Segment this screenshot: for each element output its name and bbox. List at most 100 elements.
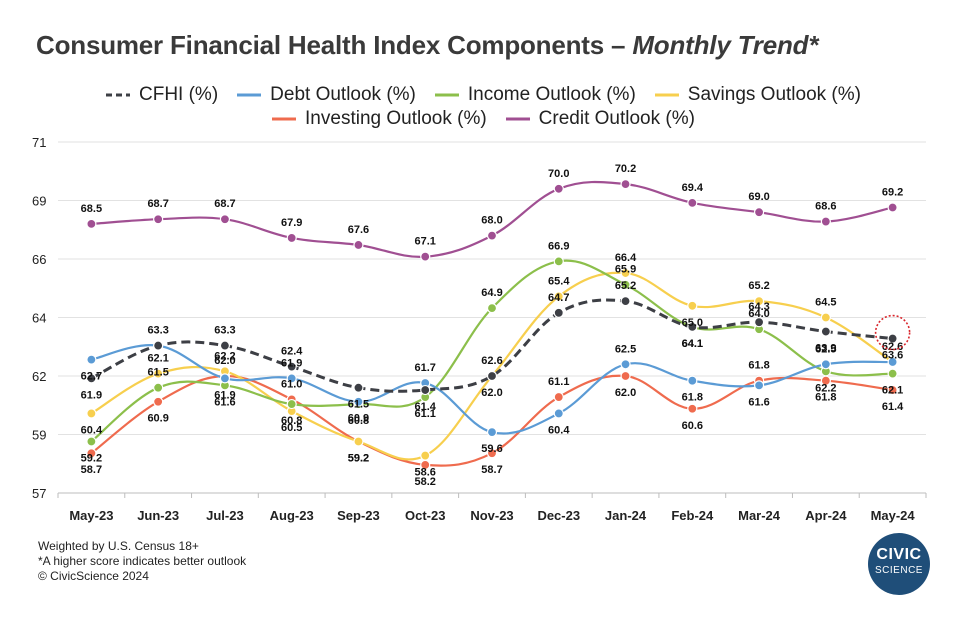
data-label-income-outlook: 62.2 bbox=[815, 382, 836, 394]
data-label-cfhi: 63.3 bbox=[214, 325, 235, 337]
legend-swatch bbox=[272, 117, 297, 121]
data-label-credit-outlook: 68.5 bbox=[81, 203, 102, 215]
y-tick-label: 59 bbox=[32, 428, 46, 443]
legend-item-income-outlook: Income Outlook (%) bbox=[434, 84, 636, 106]
x-tick-label: Feb-24 bbox=[671, 508, 714, 523]
data-label-savings-outlook: 66.4 bbox=[615, 252, 637, 264]
data-point-cfhi bbox=[286, 361, 297, 372]
y-tick-label: 64 bbox=[32, 311, 46, 326]
data-label-cfhi: 62.4 bbox=[281, 346, 303, 358]
legend-swatch bbox=[505, 117, 530, 121]
data-point-investing-outlook bbox=[153, 396, 164, 407]
data-point-debt-outlook bbox=[286, 373, 297, 384]
data-label-credit-outlook: 69.0 bbox=[748, 191, 769, 203]
data-point-credit-outlook bbox=[153, 214, 164, 225]
data-point-savings-outlook bbox=[687, 300, 698, 311]
data-point-debt-outlook bbox=[820, 359, 831, 370]
data-point-income-outlook bbox=[553, 256, 564, 267]
data-label-savings-outlook: 64.5 bbox=[815, 297, 836, 309]
data-point-savings-outlook bbox=[86, 408, 97, 419]
data-point-credit-outlook bbox=[486, 230, 498, 241]
data-label-debt-outlook: 61.8 bbox=[682, 392, 703, 404]
legend-label: Debt Outlook (%) bbox=[270, 84, 416, 105]
legend-item-savings-outlook: Savings Outlook (%) bbox=[654, 84, 861, 106]
data-point-savings-outlook bbox=[820, 312, 831, 323]
data-label-debt-outlook: 62.5 bbox=[615, 343, 636, 355]
footnote-score: *A higher score indicates better outlook bbox=[38, 554, 247, 568]
data-label-income-outlook: 64.9 bbox=[481, 287, 502, 299]
data-point-credit-outlook bbox=[286, 232, 297, 244]
data-point-income-outlook bbox=[153, 382, 164, 393]
legend-row-2: Investing Outlook (%) Credit Outlook (%) bbox=[0, 108, 966, 130]
x-tick-label: May-23 bbox=[69, 508, 113, 523]
data-label-debt-outlook: 61.9 bbox=[281, 357, 302, 369]
data-label-investing-outlook: 62.0 bbox=[615, 387, 636, 399]
data-label-income-outlook: 64.0 bbox=[748, 308, 769, 320]
data-point-debt-outlook bbox=[687, 375, 698, 386]
data-label-income-outlook: 66.9 bbox=[548, 240, 569, 252]
data-labels: 61.9 63.3 63.3 62.4 61.5 61.4 62.0 64.7 65.2 64.1… bbox=[81, 163, 905, 488]
data-point-investing-outlook bbox=[620, 370, 631, 382]
legend-item-debt-outlook: Debt Outlook (%) bbox=[236, 84, 416, 106]
data-label-savings-outlook: 62.2 bbox=[214, 350, 235, 362]
data-label-investing-outlook: 58.2 bbox=[415, 476, 436, 488]
data-point-investing-outlook bbox=[486, 448, 498, 459]
legend-label: Credit Outlook (%) bbox=[538, 108, 695, 129]
data-label-debt-outlook: 60.4 bbox=[548, 424, 570, 436]
data-point-debt-outlook bbox=[486, 427, 498, 438]
data-label-investing-outlook: 58.7 bbox=[81, 464, 102, 476]
legend-label: Investing Outlook (%) bbox=[305, 108, 487, 129]
series-cfhi bbox=[86, 296, 898, 396]
legend-swatch bbox=[106, 93, 130, 97]
legend-item-investing-outlook: Investing Outlook (%) bbox=[271, 108, 487, 130]
data-label-savings-outlook: 62.1 bbox=[147, 353, 168, 365]
data-label-cfhi: 61.4 bbox=[415, 401, 437, 413]
data-point-savings-outlook bbox=[553, 291, 564, 302]
data-label-credit-outlook: 68.7 bbox=[214, 198, 235, 210]
legend-item-cfhi: CFHI (%) bbox=[105, 84, 218, 106]
data-label-investing-outlook: 61.0 bbox=[281, 378, 302, 390]
data-point-investing-outlook bbox=[553, 391, 564, 403]
data-label-credit-outlook: 70.2 bbox=[615, 163, 636, 175]
y-tick-label: 71 bbox=[32, 135, 46, 150]
chart-title-main: Consumer Financial Health Index Componen… bbox=[36, 30, 633, 60]
data-label-debt-outlook: 61.9 bbox=[214, 389, 235, 401]
data-point-investing-outlook bbox=[687, 403, 698, 414]
data-label-investing-outlook: 60.9 bbox=[147, 413, 168, 425]
latest-value-highlight bbox=[874, 314, 911, 351]
data-label-income-outlook: 61.1 bbox=[415, 408, 436, 420]
data-point-cfhi bbox=[887, 333, 898, 344]
civicscience-logo: CIVIC SCIENCE bbox=[868, 533, 930, 595]
data-point-savings-outlook bbox=[420, 450, 431, 461]
data-label-debt-outlook: 60.9 bbox=[348, 413, 369, 425]
footnote-weighting: Weighted by U.S. Census 18+ bbox=[38, 539, 199, 553]
data-point-cfhi bbox=[687, 321, 698, 332]
data-label-income-outlook: 61.5 bbox=[147, 367, 168, 379]
y-tick-label: 62 bbox=[32, 369, 46, 384]
data-label-income-outlook: 59.2 bbox=[81, 453, 102, 465]
data-label-investing-outlook: 61.1 bbox=[548, 376, 569, 388]
data-point-cfhi bbox=[153, 340, 164, 351]
data-point-cfhi bbox=[553, 307, 564, 318]
data-label-cfhi: 64.1 bbox=[682, 338, 703, 350]
legend-label: Income Outlook (%) bbox=[467, 84, 636, 105]
data-label-cfhi: 63.9 bbox=[815, 343, 836, 355]
data-label-savings-outlook: 65.4 bbox=[548, 275, 570, 287]
data-label-credit-outlook: 68.7 bbox=[147, 198, 168, 210]
data-point-income-outlook bbox=[86, 436, 97, 447]
footnote-copyright: © CivicScience 2024 bbox=[38, 569, 149, 583]
data-label-credit-outlook: 67.6 bbox=[348, 224, 369, 236]
data-point-savings-outlook bbox=[620, 267, 631, 279]
data-point-debt-outlook bbox=[887, 356, 898, 368]
x-tick-label: Aug-23 bbox=[270, 508, 314, 523]
data-point-debt-outlook bbox=[353, 396, 364, 407]
data-point-debt-outlook bbox=[620, 359, 631, 370]
x-tick-label: Jun-23 bbox=[137, 508, 179, 523]
data-point-cfhi bbox=[620, 296, 631, 307]
y-tick-label: 69 bbox=[32, 194, 46, 209]
data-point-savings-outlook bbox=[753, 296, 765, 307]
data-point-cfhi bbox=[420, 384, 431, 396]
data-label-cfhi: 63.3 bbox=[147, 325, 168, 337]
footnotes: Weighted by U.S. Census 18+ *A higher sc… bbox=[38, 539, 246, 584]
